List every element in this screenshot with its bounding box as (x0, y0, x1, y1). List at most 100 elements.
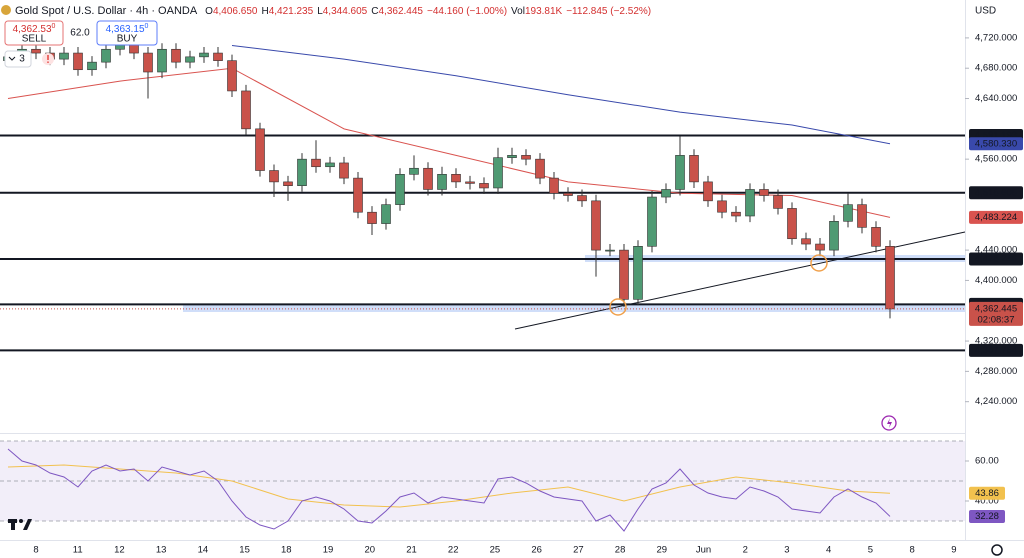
level-label-box (969, 252, 1023, 266)
warning-glyph (47, 55, 49, 60)
chevron (8, 56, 16, 61)
lightning-icon[interactable] (881, 415, 897, 431)
x-tick-label: 3 (784, 545, 789, 556)
rsi-value-label: 32.28 (975, 511, 999, 522)
candle-body (605, 249, 615, 252)
symbol: Gold Spot / U.S. Dollar · 4h · OANDA (15, 5, 198, 17)
candle-body (311, 158, 321, 168)
x-tick-label: 8 (33, 545, 38, 556)
candle-body (577, 195, 587, 202)
candle-body (283, 181, 293, 186)
level-label-box (969, 343, 1023, 357)
change: −44.160 (−1.00%) (427, 6, 507, 17)
x-tick-label: 13 (156, 545, 167, 556)
rsi-value-box (969, 486, 1005, 500)
x-tick-label: 2 (743, 545, 748, 556)
candle-body (507, 155, 517, 158)
candle-body (787, 208, 797, 240)
y-tick-label: 4,560.000 (975, 154, 1017, 165)
y-tick-label: 4,720.000 (975, 32, 1017, 43)
candle-body (199, 52, 209, 58)
candle-body (409, 167, 419, 175)
candle-body (227, 60, 237, 92)
buy-button[interactable] (96, 20, 158, 46)
x-tick-label: 27 (573, 545, 584, 556)
ma-label-box (969, 137, 1023, 151)
y-tick-label: 4,680.000 (975, 63, 1017, 74)
marker-circle (609, 298, 627, 316)
field-key: O (205, 6, 213, 17)
candle-body (563, 192, 573, 196)
y-tick-label: 4,280.000 (975, 366, 1017, 377)
ma-label: 4,483.224 (975, 212, 1017, 223)
y-tick-label: 4,400.000 (975, 275, 1017, 286)
level-label: 4,591.193 (975, 130, 1017, 141)
candle-body (87, 61, 97, 71)
logo-part (19, 519, 23, 523)
candle-body (619, 249, 629, 300)
candle-body (689, 155, 699, 183)
candle-body (717, 200, 727, 213)
candle-body (885, 246, 895, 310)
candle-body (255, 128, 265, 171)
candle-body (535, 158, 545, 179)
y-tick-label: 40.00 (975, 496, 999, 507)
candle-body (745, 189, 755, 217)
candle-body (759, 189, 769, 196)
candle-body (773, 195, 783, 209)
vol-change: −112.845 (−2.52%) (566, 6, 651, 17)
x-tick-label: 9 (951, 545, 956, 556)
symbol-icon (1, 5, 11, 15)
y-tick-label: 4,320.000 (975, 336, 1017, 347)
candle-body (815, 243, 825, 251)
sell-button[interactable] (4, 20, 64, 46)
field-value: 4,421.235 (269, 6, 314, 17)
x-tick-label: 4 (826, 545, 831, 556)
candle-body (157, 48, 167, 73)
candle-body (633, 246, 643, 300)
buy-label: BUY (117, 34, 138, 45)
candle-body (437, 174, 447, 190)
x-tick-label: 22 (448, 545, 459, 556)
vol-key: Vol (511, 6, 525, 17)
candle-body (241, 90, 251, 130)
logo-part (11, 519, 15, 530)
candle-body (843, 204, 853, 222)
y-tick-label: 4,440.000 (975, 245, 1017, 256)
settings-icon[interactable] (991, 544, 1003, 556)
sup: 0 (52, 23, 56, 30)
qty-box[interactable] (4, 50, 32, 68)
y-tick-label: 60.00 (975, 456, 999, 467)
candle-body (213, 52, 223, 61)
x-tick-label: Jun (696, 545, 711, 556)
candle-body (423, 167, 433, 190)
marker-circle (810, 254, 828, 272)
lightning-glyph (887, 418, 892, 428)
candle-body (493, 157, 503, 189)
current-price-label: 4,362.445 (975, 303, 1017, 314)
rsi-pane (0, 440, 965, 532)
candle-body (675, 155, 685, 190)
header-line: Gold Spot / U.S. Dollar · 4h · OANDA O 4,4… (15, 5, 651, 17)
level-label: 4,428.246 (975, 254, 1017, 265)
x-tick-label: 14 (198, 545, 209, 556)
rsi-value-label: 43.86 (975, 488, 999, 499)
current-price-box (969, 301, 1023, 326)
qty: 3 (19, 54, 25, 65)
x-tick-label: 20 (364, 545, 375, 556)
candle-body (325, 162, 335, 168)
field-value: 4,362.445 (378, 6, 423, 17)
level-label-box (969, 186, 1023, 200)
candle-body (31, 48, 41, 54)
moving-average (231, 44, 891, 145)
candle-body (381, 204, 391, 224)
candle-body (703, 181, 713, 202)
x-tick-label: 25 (490, 545, 501, 556)
currency[interactable]: USD (975, 6, 996, 17)
x-tick-label: 21 (406, 545, 417, 556)
ma-label-box (969, 210, 1023, 224)
x-tick-label: 15 (239, 545, 250, 556)
rsi-band (0, 441, 965, 521)
